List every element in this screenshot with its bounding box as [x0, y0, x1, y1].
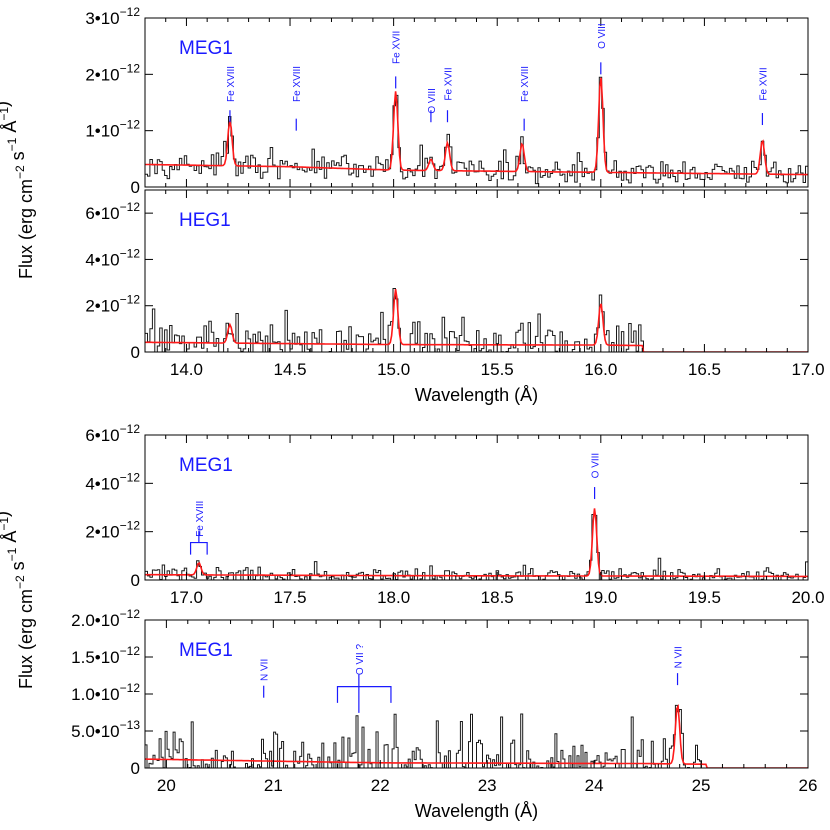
model-curve — [145, 508, 808, 578]
line-id-label: O VIII — [597, 23, 608, 49]
data-histogram — [145, 76, 808, 185]
x-tick-label: 17.5 — [273, 588, 306, 607]
y-tick-label: 1.0•10−12 — [71, 681, 140, 704]
line-id-label: O VII ? — [355, 644, 366, 676]
x-tick-label: 23 — [478, 776, 497, 795]
data-histogram — [145, 288, 808, 352]
panel-meg1-middle: 0 2•10−12 4•10−12 6•10−12 17.0 17.5 18.0 18.5 19… — [85, 422, 824, 607]
x-tick-label: 20.0 — [791, 588, 824, 607]
line-id-label: Fe XVII — [758, 67, 769, 100]
plot-frame — [144, 17, 809, 188]
y-tick-label: 2•10−12 — [85, 61, 140, 84]
x-tick-label: 17.0 — [791, 360, 824, 379]
y-tick-label: 6•10−12 — [85, 422, 140, 445]
panel-meg1-bottom: 0 5.0•10−13 1.0•10−12 1.5•10−12 2.0•10−12 20 2… — [71, 607, 817, 821]
y-tick-label: 0 — [131, 571, 140, 590]
x-tick-label: 15.0 — [377, 360, 410, 379]
line-id-label: O VIII — [427, 88, 438, 114]
panel-heg1: 0 2•10−12 4•10−12 6•10−12 14.0 14.5 15.0 15.5 16… — [85, 189, 825, 405]
x-tick-label: 18.0 — [377, 588, 410, 607]
model-curve — [145, 77, 808, 176]
x-tick-label: 24 — [585, 776, 604, 795]
x-tick-label: 19.5 — [688, 588, 721, 607]
x-tick-label: 17.0 — [170, 588, 203, 607]
x-tick-label: 22 — [371, 776, 390, 795]
line-bracket — [336, 686, 392, 703]
y-tick-label: 4•10−12 — [85, 246, 140, 269]
y-tick-label: 1•10−12 — [85, 118, 140, 141]
y-tick-label: 4•10−12 — [85, 470, 140, 493]
model-curve — [145, 288, 808, 352]
line-id-label: Fe XVII — [392, 31, 403, 64]
x-tick-label: 19.0 — [584, 588, 617, 607]
line-id-label: O VIII — [591, 453, 602, 479]
panel-title: MEG1 — [179, 38, 233, 59]
y-tick-label: 0 — [131, 178, 140, 197]
y-tick-label: 0 — [131, 759, 140, 778]
x-tick-label: 20 — [157, 776, 176, 795]
x-tick-label: 14.5 — [273, 360, 306, 379]
x-tick-label: 25 — [692, 776, 711, 795]
y-axis-label-bottom: Flux (erg cm−2 s−1 Å−1) — [0, 511, 36, 689]
model-curve — [145, 703, 808, 768]
y-tick-label: 3•10−12 — [85, 5, 140, 28]
x-tick-label: 15.5 — [481, 360, 514, 379]
plot-frame — [144, 434, 809, 581]
panel-title: MEG1 — [179, 455, 233, 476]
y-tick-label: 5.0•10−13 — [71, 718, 140, 741]
x-axis-label: Wavelength (Å) — [415, 801, 538, 821]
x-tick-label: 16.0 — [584, 360, 617, 379]
x-tick-label: 21 — [264, 776, 283, 795]
y-tick-label: 2•10−12 — [85, 519, 140, 542]
y-tick-label: 1.5•10−12 — [71, 644, 140, 667]
data-histogram — [145, 514, 808, 580]
data-histogram — [145, 704, 808, 768]
panel-title: MEG1 — [179, 640, 233, 661]
y-tick-label: 2•10−12 — [85, 293, 140, 316]
y-tick-label: 0 — [131, 343, 140, 362]
line-id-label: N VII — [260, 659, 271, 681]
x-tick-label: 26 — [799, 776, 818, 795]
line-id-label: Fe XVIII — [292, 66, 303, 102]
line-id-label: Fe XVIII — [226, 66, 237, 102]
line-id-label: N VII — [674, 646, 685, 668]
x-tick-label: 18.5 — [481, 588, 514, 607]
line-id-label: Fe XVII — [443, 67, 454, 100]
x-axis-label: Wavelength (Å) — [415, 385, 538, 405]
y-tick-label: 2.0•10−12 — [71, 607, 140, 630]
y-tick-label: 6•10−12 — [85, 200, 140, 223]
panel-meg1-top: 0 1•10−12 2•10−12 3•10−12 MEG1 Fe XVIII Fe XVI… — [85, 5, 809, 197]
x-tick-label: 16.5 — [688, 360, 721, 379]
panel-title: HEG1 — [179, 210, 231, 231]
x-tick-label: 14.0 — [170, 360, 203, 379]
line-bracket — [189, 541, 208, 555]
line-id-label: Fe XVIII — [195, 501, 206, 537]
line-id-label: Fe XVIII — [520, 66, 531, 102]
plot-frame — [144, 189, 809, 353]
y-axis-label-top: Flux (erg cm−2 s−1 Å−1) — [0, 101, 36, 279]
